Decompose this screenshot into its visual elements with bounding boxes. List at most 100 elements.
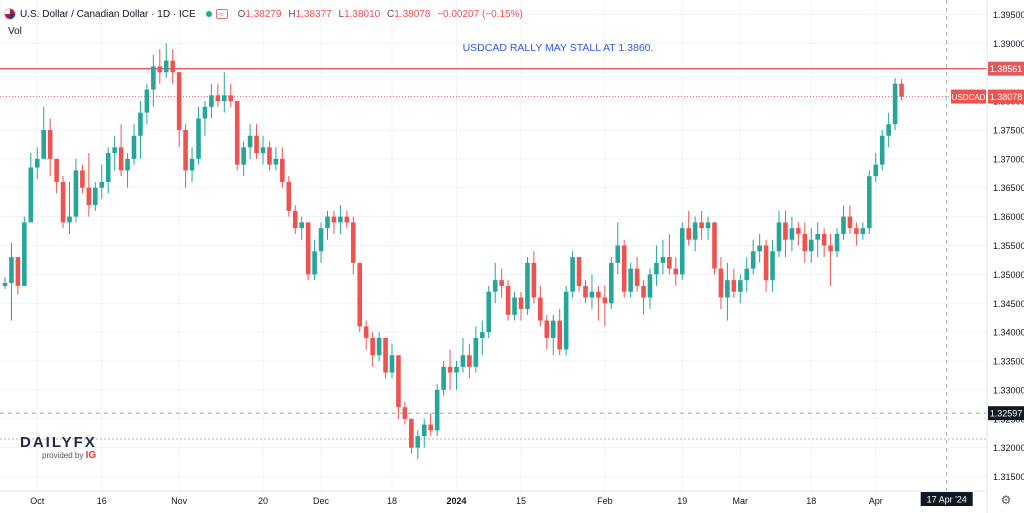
candle [292,205,298,234]
candle [176,72,182,148]
candle [389,343,395,379]
candle [228,83,234,107]
candle [112,135,117,171]
candle [473,326,479,373]
price-tick-label: 1.33000 [993,385,1024,395]
candle [2,277,8,289]
candle [363,320,369,350]
candle [331,210,337,234]
candle [299,216,304,240]
price-tick-label: 1.34500 [993,299,1024,309]
candle [241,141,246,177]
candle [144,83,150,125]
candle [47,118,53,177]
candle [344,210,350,229]
candle [899,79,904,101]
candle [383,337,388,379]
chart-title: USDCAD RALLY MAY STALL AT 1.3860. [463,42,654,54]
candle [254,124,259,159]
candle [222,72,227,113]
candle [215,83,221,107]
candle [202,101,208,136]
candle [873,153,879,182]
candle [486,285,492,338]
candle [80,164,85,194]
candle [428,413,433,437]
price-tick-label: 1.33500 [993,357,1024,367]
compare-icon[interactable]: ≈ [215,9,228,19]
candle [860,222,866,240]
price-tick-label: 1.36500 [993,183,1024,193]
time-tick-label: 2024 [446,496,466,506]
candle [660,239,666,275]
close-key: C [387,8,395,20]
candle [679,222,685,281]
symbol-title[interactable]: U.S. Dollar / Canadian Dollar · 1D · ICE [20,8,196,20]
candle [131,124,137,165]
candle [789,216,795,252]
candle [67,181,72,234]
candle [138,101,143,159]
time-tick-label: Nov [171,496,188,506]
logo-provider: IG [85,450,97,461]
crosshair-price-text: 1.32597 [990,409,1023,419]
candle [396,355,401,419]
candle [738,274,743,304]
candle [170,49,175,84]
candle [673,257,679,286]
grid-lines [0,0,987,491]
price-tick-label: 1.37000 [993,154,1024,164]
time-tick-label: Feb [597,496,613,506]
time-axis[interactable]: Oct 16 Nov 20 Dec 18 2024 15 Feb 19 Mar 18 Apr [30,496,883,506]
candle [596,285,601,321]
gear-icon[interactable]: ⚙ [1000,493,1012,507]
candle [357,262,363,333]
candle [247,124,253,159]
candle [854,222,859,246]
candle [828,233,833,286]
candle [93,181,98,211]
candle [647,268,653,310]
crosshair-date-badge [920,492,973,506]
price-tick-label: 1.34000 [993,328,1024,338]
change-value: −0.00207 (−0.15%) [437,8,523,20]
time-tick-label: 20 [258,496,268,506]
candle [776,210,782,258]
candle [879,129,885,171]
candle [196,106,201,165]
candle [718,257,724,310]
high-key: H [288,8,296,20]
candle [518,291,524,321]
price-tick-label: 1.32000 [993,443,1024,453]
candle [867,170,872,234]
price-axis[interactable]: 1.395001.390001.385001.380001.375001.370… [993,10,1024,482]
candle [609,257,614,310]
candle [409,418,414,454]
us-flag-icon [4,8,16,20]
time-tick-label: 18 [387,496,397,506]
candle [731,268,737,298]
candle [705,216,711,240]
candle [808,228,814,263]
candle [54,158,59,194]
candle [273,147,279,171]
candles [2,43,904,460]
candle [163,43,169,78]
candle [886,112,891,148]
candle [467,343,472,379]
candle [512,291,517,321]
candle [125,153,130,188]
symbol-badge [951,89,986,104]
price-tick-label: 1.39000 [993,39,1024,49]
last-price-badge [988,89,1024,104]
volume-label[interactable]: Vol [8,26,22,37]
candle [209,83,214,119]
candle [686,210,691,246]
candle [628,262,633,298]
candle [22,216,27,286]
open-value: 1.38279 [245,8,282,20]
candle [370,332,375,367]
candle [376,332,382,362]
candle [505,280,511,321]
